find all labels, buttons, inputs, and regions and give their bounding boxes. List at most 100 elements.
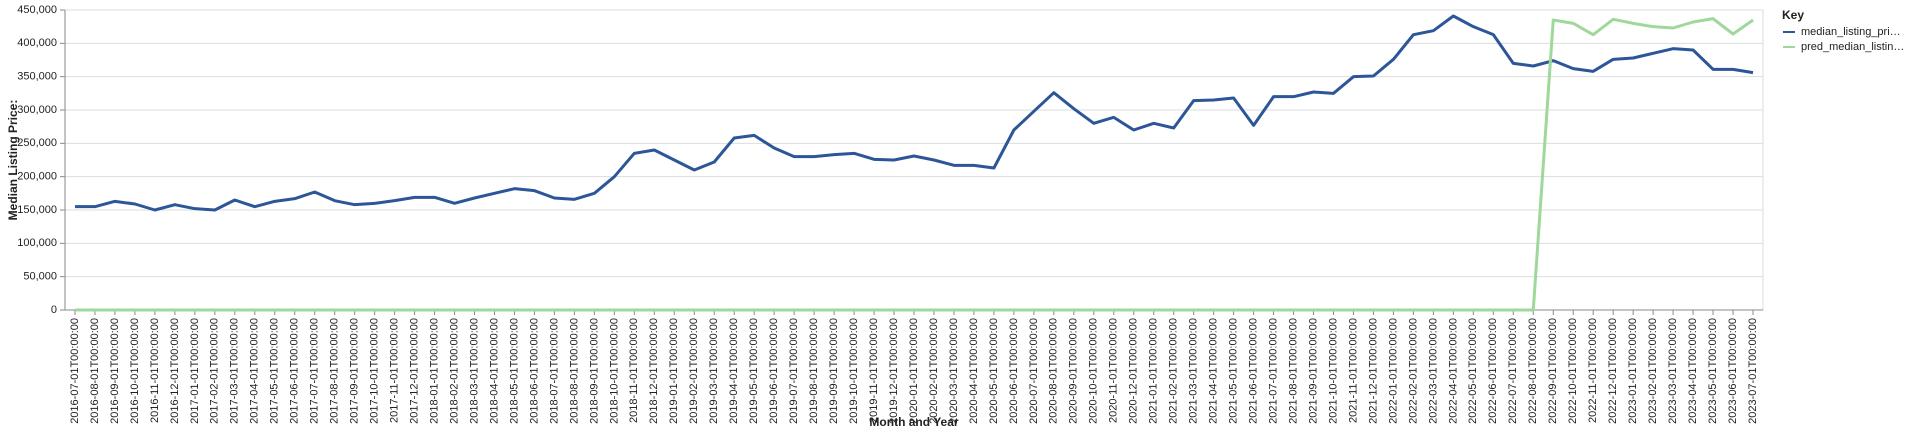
x-tick-label: 2021-03-01T00:00:00 bbox=[1188, 318, 1200, 424]
x-tick-label: 2020-01-01T00:00:00 bbox=[908, 318, 920, 424]
x-tick-label: 2017-01-01T00:00:00 bbox=[189, 318, 201, 424]
x-tick-label: 2018-07-01T00:00:00 bbox=[548, 318, 560, 424]
x-tick-label: 2018-08-01T00:00:00 bbox=[568, 318, 580, 424]
legend-label: pred_median_listin… bbox=[1801, 41, 1904, 53]
x-tick-label: 2020-05-01T00:00:00 bbox=[988, 318, 1000, 424]
x-tick-label: 2022-11-01T00:00:00 bbox=[1587, 318, 1599, 423]
x-tick-label: 2019-09-01T00:00:00 bbox=[828, 318, 840, 424]
legend-label: median_listing_pri… bbox=[1801, 26, 1901, 38]
x-tick-label: 2016-12-01T00:00:00 bbox=[169, 318, 181, 424]
x-tick-label: 2022-04-01T00:00:00 bbox=[1447, 318, 1459, 424]
x-tick-label: 2017-02-01T00:00:00 bbox=[209, 318, 221, 424]
y-tick-label: 200,000 bbox=[17, 171, 57, 183]
x-tick-label: 2016-07-01T00:00:00 bbox=[69, 318, 81, 424]
x-axis-title: Month and Year bbox=[869, 415, 958, 429]
x-tick-label: 2019-03-01T00:00:00 bbox=[708, 318, 720, 424]
legend-title: Key bbox=[1782, 8, 1804, 22]
x-tick-label: 2019-02-01T00:00:00 bbox=[688, 318, 700, 424]
y-tick-label: 450,000 bbox=[17, 4, 57, 16]
x-tick-label: 2020-12-01T00:00:00 bbox=[1128, 318, 1140, 424]
x-tick-label: 2017-07-01T00:00:00 bbox=[309, 318, 321, 424]
x-tick-label: 2018-06-01T00:00:00 bbox=[528, 318, 540, 424]
x-tick-label: 2016-08-01T00:00:00 bbox=[89, 318, 101, 424]
x-tick-label: 2020-08-01T00:00:00 bbox=[1048, 318, 1060, 424]
x-tick-label: 2023-07-01T00:00:00 bbox=[1747, 318, 1759, 424]
x-tick-label: 2019-12-01T00:00:00 bbox=[888, 318, 900, 424]
x-tick-label: 2023-01-01T00:00:00 bbox=[1627, 318, 1639, 424]
series-line bbox=[74, 14, 1754, 212]
x-tick-label: 2022-12-01T00:00:00 bbox=[1607, 318, 1619, 424]
x-tick-label: 2022-07-01T00:00:00 bbox=[1507, 318, 1519, 424]
x-tick-label: 2021-08-01T00:00:00 bbox=[1287, 318, 1299, 424]
x-tick-label: 2021-05-01T00:00:00 bbox=[1228, 318, 1240, 424]
x-tick-label: 2020-09-01T00:00:00 bbox=[1068, 318, 1080, 424]
y-tick-label: 400,000 bbox=[17, 37, 57, 49]
x-tick-label: 2021-09-01T00:00:00 bbox=[1307, 318, 1319, 424]
x-tick-label: 2019-07-01T00:00:00 bbox=[788, 318, 800, 424]
x-tick-label: 2021-02-01T00:00:00 bbox=[1168, 318, 1180, 424]
x-tick-label: 2021-10-01T00:00:00 bbox=[1327, 318, 1339, 424]
x-tick-label: 2019-08-01T00:00:00 bbox=[808, 318, 820, 424]
x-tick-label: 2019-04-01T00:00:00 bbox=[728, 318, 740, 424]
x-tick-label: 2017-11-01T00:00:00 bbox=[389, 318, 401, 423]
x-tick-label: 2021-11-01T00:00:00 bbox=[1347, 318, 1359, 423]
x-tick-label: 2017-03-01T00:00:00 bbox=[229, 318, 241, 424]
y-tick-label: 300,000 bbox=[17, 104, 57, 116]
x-tick-label: 2020-02-01T00:00:00 bbox=[928, 318, 940, 424]
x-tick-label: 2017-06-01T00:00:00 bbox=[289, 318, 301, 424]
y-tick-label: 350,000 bbox=[17, 71, 57, 83]
x-tick-label: 2023-03-01T00:00:00 bbox=[1667, 318, 1679, 424]
x-tick-label: 2019-01-01T00:00:00 bbox=[668, 318, 680, 424]
y-tick-label: 50,000 bbox=[23, 271, 57, 283]
x-tick-label: 2017-08-01T00:00:00 bbox=[329, 318, 341, 424]
x-tick-label: 2016-10-01T00:00:00 bbox=[129, 318, 141, 424]
x-tick-label: 2023-05-01T00:00:00 bbox=[1707, 318, 1719, 424]
x-tick-label: 2022-06-01T00:00:00 bbox=[1487, 318, 1499, 424]
x-tick-label: 2023-04-01T00:00:00 bbox=[1687, 318, 1699, 424]
x-tick-label: 2017-09-01T00:00:00 bbox=[349, 318, 361, 424]
x-tick-label: 2020-06-01T00:00:00 bbox=[1008, 318, 1020, 424]
x-tick-label: 2022-02-01T00:00:00 bbox=[1407, 318, 1419, 424]
x-tick-label: 2020-07-01T00:00:00 bbox=[1028, 318, 1040, 424]
x-tick-label: 2018-05-01T00:00:00 bbox=[508, 318, 520, 424]
x-tick-label: 2018-03-01T00:00:00 bbox=[468, 318, 480, 424]
x-tick-label: 2022-03-01T00:00:00 bbox=[1427, 318, 1439, 424]
x-tick-label: 2022-01-01T00:00:00 bbox=[1387, 318, 1399, 424]
x-tick-label: 2023-02-01T00:00:00 bbox=[1647, 318, 1659, 424]
x-tick-label: 2018-09-01T00:00:00 bbox=[588, 318, 600, 424]
x-tick-label: 2022-09-01T00:00:00 bbox=[1547, 318, 1559, 424]
x-tick-label: 2018-02-01T00:00:00 bbox=[448, 318, 460, 424]
x-tick-label: 2019-10-01T00:00:00 bbox=[848, 318, 860, 424]
y-tick-label: 150,000 bbox=[17, 204, 57, 216]
x-tick-label: 2022-10-01T00:00:00 bbox=[1567, 318, 1579, 424]
x-tick-label: 2023-06-01T00:00:00 bbox=[1727, 318, 1739, 424]
y-tick-label: 250,000 bbox=[17, 137, 57, 149]
x-tick-label: 2020-04-01T00:00:00 bbox=[968, 318, 980, 424]
y-tick-label: 100,000 bbox=[17, 237, 57, 249]
x-tick-label: 2021-12-01T00:00:00 bbox=[1367, 318, 1379, 424]
x-tick-label: 2018-04-01T00:00:00 bbox=[488, 318, 500, 424]
x-tick-label: 2018-01-01T00:00:00 bbox=[428, 318, 440, 424]
x-tick-label: 2019-06-01T00:00:00 bbox=[768, 318, 780, 424]
x-tick-label: 2017-12-01T00:00:00 bbox=[408, 318, 420, 424]
x-tick-label: 2020-11-01T00:00:00 bbox=[1108, 318, 1120, 423]
y-axis-title: Median Listing Price: bbox=[6, 100, 20, 221]
x-tick-label: 2017-04-01T00:00:00 bbox=[249, 318, 261, 424]
x-tick-label: 2017-05-01T00:00:00 bbox=[269, 318, 281, 424]
x-tick-label: 2021-07-01T00:00:00 bbox=[1267, 318, 1279, 424]
x-tick-label: 2021-01-01T00:00:00 bbox=[1148, 318, 1160, 424]
y-tick-label: 0 bbox=[51, 304, 57, 316]
x-tick-label: 2020-03-01T00:00:00 bbox=[948, 318, 960, 424]
x-tick-label: 2019-05-01T00:00:00 bbox=[748, 318, 760, 424]
series-line bbox=[74, 17, 1754, 312]
x-tick-label: 2018-11-01T00:00:00 bbox=[628, 318, 640, 423]
x-tick-label: 2019-11-01T00:00:00 bbox=[868, 318, 880, 423]
x-tick-label: 2018-12-01T00:00:00 bbox=[648, 318, 660, 424]
x-tick-label: 2021-06-01T00:00:00 bbox=[1248, 318, 1260, 424]
x-tick-label: 2016-11-01T00:00:00 bbox=[149, 318, 161, 423]
x-tick-label: 2022-05-01T00:00:00 bbox=[1467, 318, 1479, 424]
x-tick-label: 2018-10-01T00:00:00 bbox=[608, 318, 620, 424]
x-tick-label: 2021-04-01T00:00:00 bbox=[1208, 318, 1220, 424]
x-tick-label: 2020-10-01T00:00:00 bbox=[1088, 318, 1100, 424]
